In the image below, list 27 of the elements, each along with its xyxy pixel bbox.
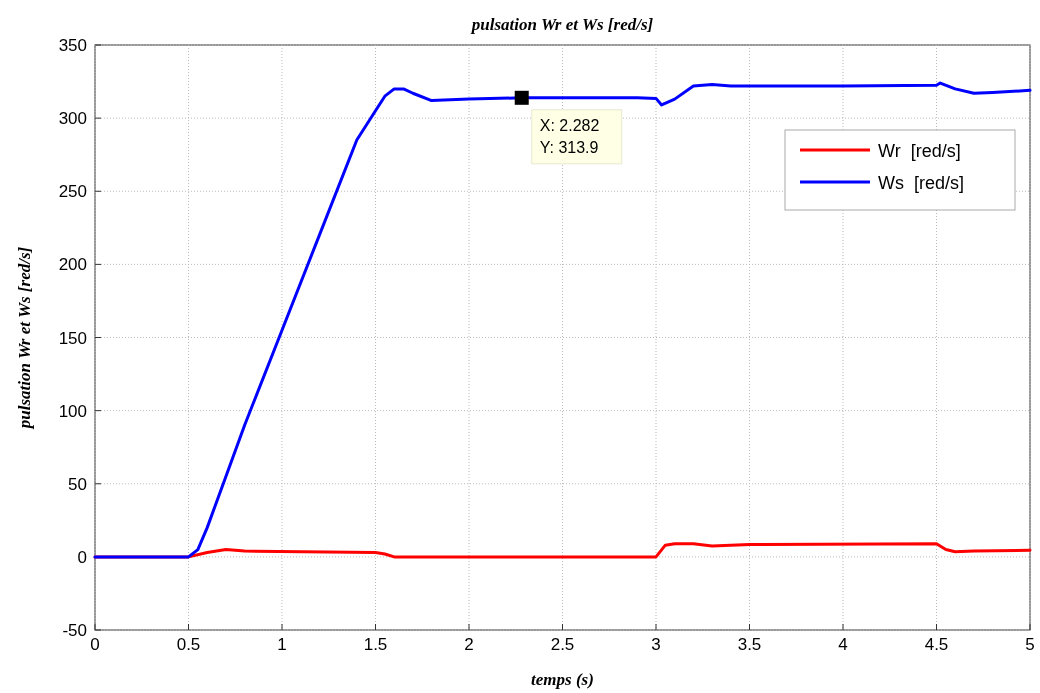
- x-tick-label: 0: [90, 635, 100, 654]
- y-tick-label: 200: [58, 255, 87, 275]
- y-axis-title: pulsation Wr et Ws [red/s]: [15, 246, 34, 431]
- y-tick-label: 250: [58, 182, 87, 202]
- x-tick-label: 0.5: [176, 635, 201, 654]
- y-tick-label: 0: [77, 547, 87, 567]
- chart-title: pulsation Wr et Ws [red/s]: [469, 15, 654, 34]
- y-tick-label: -50: [62, 621, 87, 640]
- y-tick-label: 300: [58, 109, 87, 129]
- x-tick-label: 1.5: [363, 635, 388, 654]
- y-tick-label: 150: [58, 328, 87, 348]
- x-tick-label: 3.5: [737, 635, 762, 654]
- line-series: [93, 81, 1032, 559]
- x-tick-label: 5: [1025, 635, 1035, 654]
- y-tick-label: 100: [58, 401, 87, 421]
- legend-label: Wr [red/s]: [878, 141, 961, 161]
- x-tick-label: 4: [838, 635, 848, 654]
- y-tick-label: 50: [68, 474, 87, 494]
- x-tick-label: 3: [651, 635, 661, 654]
- y-tick-label: 350: [58, 36, 87, 55]
- x-tick-label: 4.5: [924, 635, 949, 654]
- annotation: X: 2.282 Y: 313.9: [539, 116, 600, 156]
- x-tick-label: 2: [464, 635, 474, 654]
- x-tick-label: 2.5: [550, 635, 575, 654]
- x-axis-title: temps (s): [531, 670, 594, 689]
- legend-label: Ws [red/s]: [878, 173, 965, 193]
- x-tick-label: 1: [277, 635, 287, 654]
